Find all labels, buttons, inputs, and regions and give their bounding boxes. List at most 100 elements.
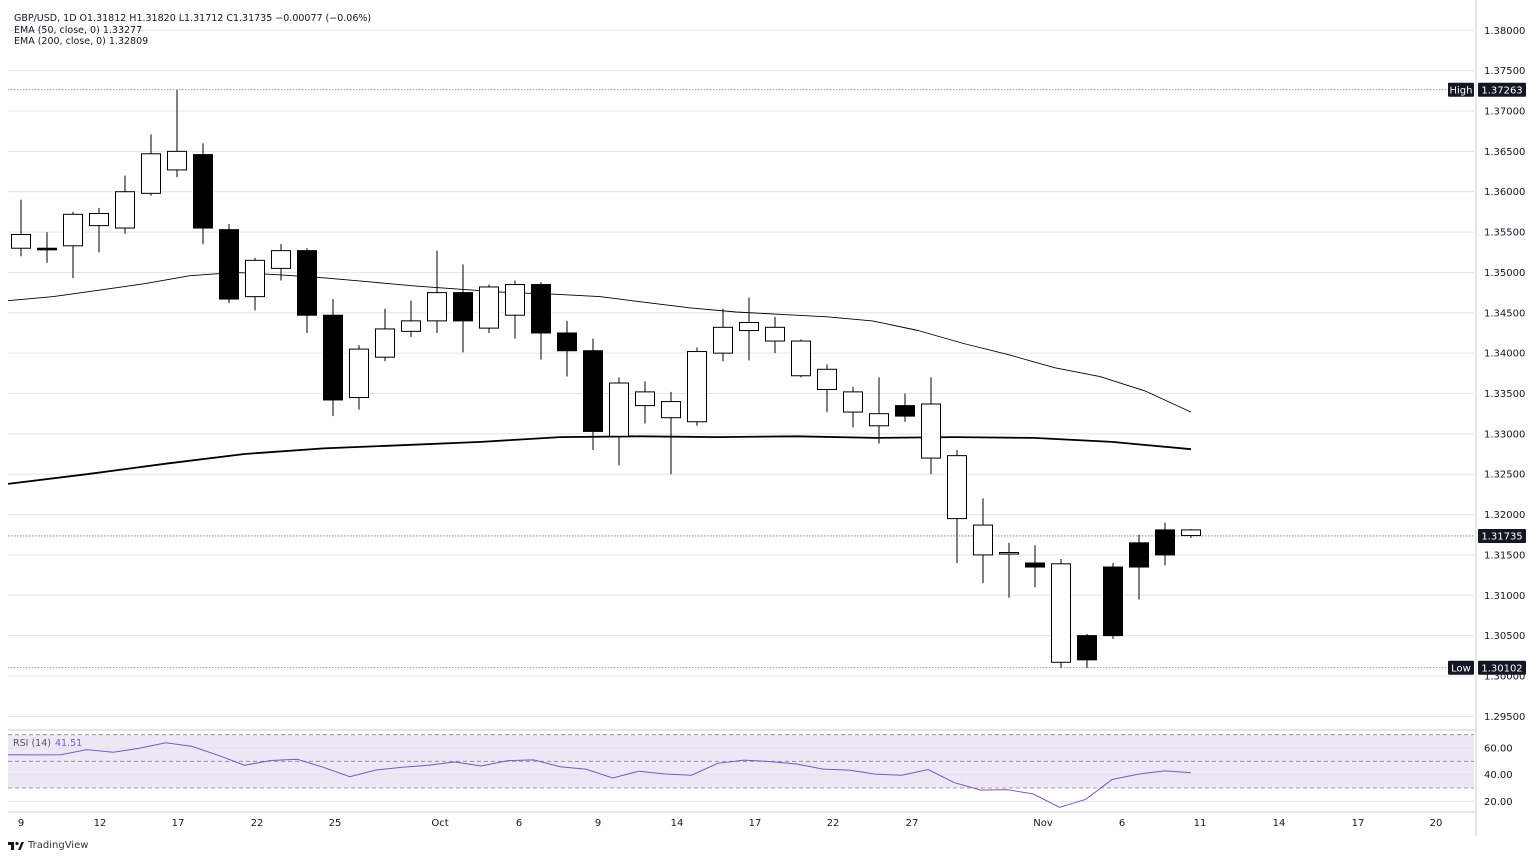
rsi-legend: RSI (14) 41.51 [13,738,82,749]
candle-body[interactable] [609,382,629,437]
candle-body[interactable] [635,391,655,407]
candle-body[interactable] [453,292,473,322]
candle-body[interactable] [1025,562,1045,568]
y-tick-label: 1.31000 [1484,591,1525,602]
y-tick-label: 1.29500 [1484,712,1525,723]
candle-body[interactable] [1181,529,1201,537]
y-tick-label: 1.37500 [1484,66,1525,77]
x-tick-label: 6 [516,818,522,829]
candle-body[interactable] [89,213,109,227]
tradingview-logo-icon [8,841,24,850]
candle-body[interactable] [193,154,213,229]
x-tick-label: 12 [94,818,107,829]
rsi-tick-label: 20.00 [1484,797,1513,808]
candle-body[interactable] [1155,529,1175,556]
rsi-label: RSI (14) [13,738,51,749]
candle-body[interactable] [297,250,317,316]
last-price-value-badge [1478,528,1526,543]
y-tick-label: 1.33000 [1484,429,1525,440]
x-tick-label: 6 [1119,818,1125,829]
brand-label: TradingView [28,840,89,851]
ema50-line [7,271,1192,413]
candle-body[interactable] [115,191,135,229]
candle-body[interactable] [817,368,837,390]
high-marker-tag [1448,82,1474,97]
candle-body[interactable] [11,234,31,249]
candle-body[interactable] [167,150,187,171]
y-tick-label: 1.38000 [1484,26,1525,37]
candle-body[interactable] [557,332,577,352]
candle-body[interactable] [921,403,941,459]
candle-body[interactable] [323,314,343,401]
footer-brand[interactable]: TradingView [8,840,88,851]
y-tick-label: 1.31500 [1484,550,1525,561]
candle-body[interactable] [1077,635,1097,661]
candle-body[interactable] [271,250,291,269]
y-tick-label: 1.30500 [1484,631,1525,642]
x-tick-label: 9 [18,818,24,829]
low-marker-value-text: 1.30102 [1481,663,1522,674]
ema200-legend: EMA (200, close, 0) 1.32809 [14,36,149,47]
y-tick-label: 1.37000 [1484,107,1525,118]
candle-body[interactable] [999,552,1019,555]
candle-body[interactable] [427,292,447,322]
candle-body[interactable] [869,413,889,427]
low-marker-tag-text: Low [1451,663,1471,674]
candle-body[interactable] [37,247,57,251]
high-marker-value-badge [1478,82,1526,97]
candle-body[interactable] [349,348,369,399]
high-marker-value-text: 1.37263 [1481,85,1522,96]
y-tick-label: 1.34000 [1484,349,1525,360]
last-price-value-text: 1.31735 [1481,531,1522,542]
x-tick-label: Nov [1033,818,1053,829]
x-tick-label: 27 [906,818,919,829]
x-tick-label: 17 [1352,818,1365,829]
rsi-line [7,742,1192,808]
candle-body[interactable] [505,284,525,316]
x-tick-label: 11 [1194,818,1207,829]
y-tick-label: 1.30000 [1484,671,1525,682]
ema200-line [7,435,1192,485]
candle-body[interactable] [765,326,785,342]
candle-body[interactable] [661,401,681,419]
candle-body[interactable] [219,229,239,300]
candle-body[interactable] [245,259,265,298]
candle-body[interactable] [401,320,421,332]
ema50-legend: EMA (50, close, 0) 1.33277 [14,24,143,36]
candle-body[interactable] [947,455,967,520]
rsi-value: 41.51 [54,738,83,749]
candle-body[interactable] [63,213,83,247]
candle-body[interactable] [141,153,161,194]
candle-body[interactable] [687,351,707,423]
x-tick-label: 17 [172,818,185,829]
candle-body[interactable] [1103,566,1123,637]
x-tick-label: 17 [749,818,762,829]
y-tick-label: 1.36500 [1484,147,1525,158]
candle-body[interactable] [843,391,863,413]
candle-body[interactable] [895,405,915,417]
x-tick-label: 20 [1430,818,1443,829]
candle-body[interactable] [713,326,733,354]
candle-body[interactable] [1129,542,1149,568]
candle-body[interactable] [791,340,811,377]
high-marker-tag-text: High [1450,85,1473,96]
y-tick-label: 1.33500 [1484,389,1525,400]
candle-body[interactable] [583,350,603,432]
y-tick-label: 1.34500 [1484,308,1525,319]
candle-body[interactable] [973,524,993,556]
symbol-ohlc-line: GBP/USD, 1D O1.31812 H1.31820 L1.31712 C… [14,13,372,24]
low-marker-tag [1448,660,1474,675]
chart-legend: GBP/USD, 1D O1.31812 H1.31820 L1.31712 C… [14,13,371,48]
candle-body[interactable] [531,284,551,334]
candle-body[interactable] [1051,563,1071,663]
candle-body[interactable] [739,321,759,332]
x-tick-label: 22 [251,818,264,829]
candle-body[interactable] [479,286,499,329]
low-marker-value-badge [1478,660,1526,675]
x-tick-label: 14 [1273,818,1286,829]
x-tick-label: Oct [431,818,448,829]
candle-body[interactable] [375,328,395,358]
y-tick-label: 1.32000 [1484,510,1525,521]
rsi-tick-label: 40.00 [1484,770,1513,781]
